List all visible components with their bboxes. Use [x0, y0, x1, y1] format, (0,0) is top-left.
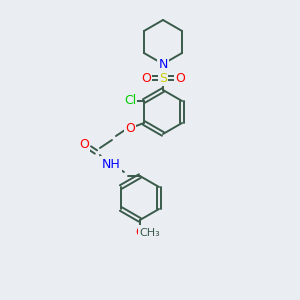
Text: Cl: Cl	[124, 94, 136, 107]
Text: O: O	[79, 137, 89, 151]
Text: O: O	[125, 122, 135, 134]
Text: O: O	[135, 226, 145, 239]
Text: S: S	[159, 71, 167, 85]
Text: O: O	[175, 71, 185, 85]
Text: NH: NH	[102, 158, 120, 170]
Text: N: N	[158, 58, 168, 70]
Text: CH₃: CH₃	[140, 228, 160, 238]
Text: O: O	[141, 71, 151, 85]
